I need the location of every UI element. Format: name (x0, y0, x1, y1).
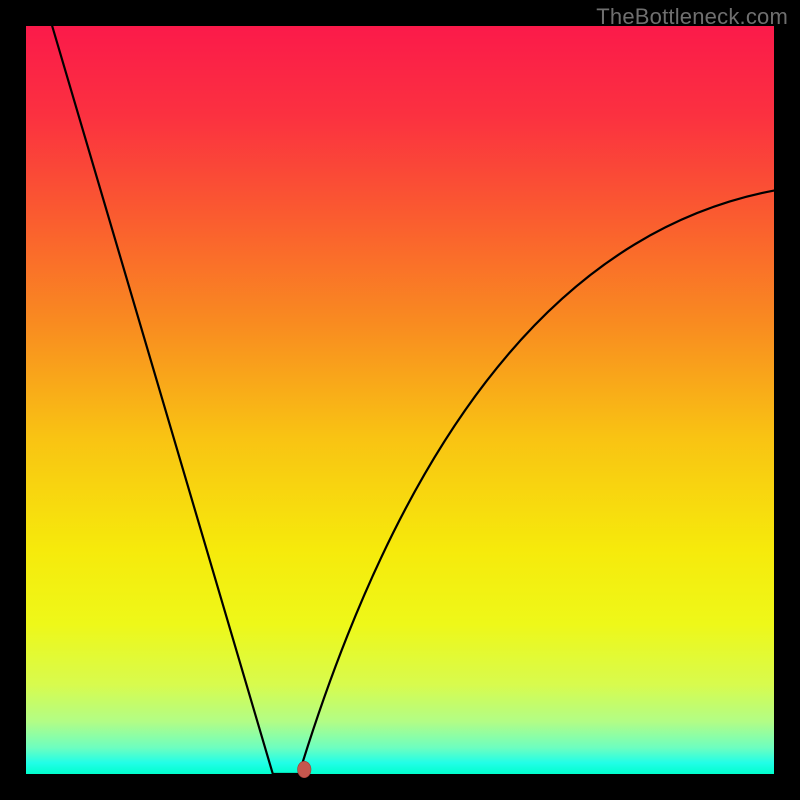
watermark-text: TheBottleneck.com (596, 4, 788, 30)
bottleneck-chart (0, 0, 800, 800)
optimal-point-marker (298, 761, 311, 777)
chart-plot-area (26, 26, 774, 774)
chart-container: TheBottleneck.com (0, 0, 800, 800)
